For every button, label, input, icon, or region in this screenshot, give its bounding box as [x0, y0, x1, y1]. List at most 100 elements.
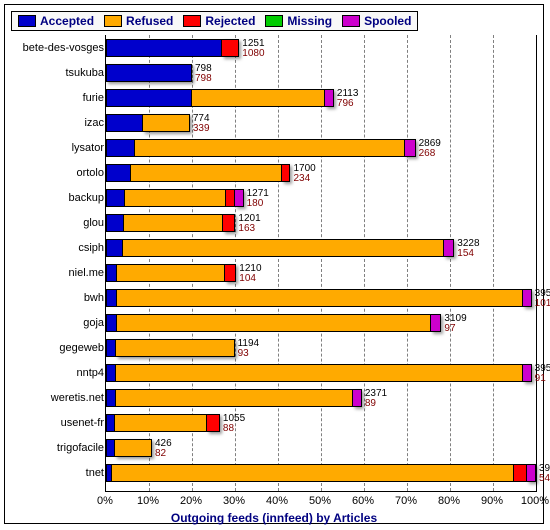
bar-group: 1210104	[106, 264, 236, 282]
bar-segment-accepted	[106, 439, 115, 457]
bar-group: 396254	[106, 464, 536, 482]
value-labels: 396254	[539, 464, 550, 484]
bar-row: furie2113796	[106, 86, 536, 111]
bar-segment-rejected	[222, 39, 239, 57]
bar-row: izac774339	[106, 111, 536, 136]
bar-row: tsukuba798798	[106, 61, 536, 86]
bar-segment-refused	[117, 289, 523, 307]
bar-segment-spooled	[405, 139, 416, 157]
value-accepted: 234	[293, 174, 315, 184]
bar-group: 1201163	[106, 214, 235, 232]
bar-row: bete-des-vosges12511080	[106, 36, 536, 61]
value-accepted: 339	[193, 124, 210, 134]
value-accepted: 798	[195, 74, 212, 84]
bar-segment-refused	[116, 389, 353, 407]
swatch-spooled	[342, 15, 360, 27]
bar-row: glou1201163	[106, 211, 536, 236]
swatch-rejected	[183, 15, 201, 27]
value-accepted: 268	[419, 149, 441, 159]
legend-item-spooled: Spooled	[342, 14, 411, 28]
bar-group: 798798	[106, 64, 192, 82]
bar-segment-rejected	[282, 164, 291, 182]
value-labels: 1700234	[293, 164, 315, 184]
value-labels: 2869268	[419, 139, 441, 159]
category-label: niel.me	[10, 267, 104, 279]
category-label: bwh	[10, 292, 104, 304]
x-tick-label: 10%	[137, 495, 159, 507]
bar-group: 12511080	[106, 39, 239, 57]
bar-segment-refused	[117, 264, 225, 282]
bar-segment-accepted	[106, 64, 192, 82]
legend-label: Accepted	[40, 14, 94, 28]
legend-label: Refused	[126, 14, 173, 28]
value-accepted: 54	[539, 474, 550, 484]
bar-segment-rejected	[223, 214, 236, 232]
bar-segment-rejected	[207, 414, 220, 432]
bar-row: usenet-fr105588	[106, 411, 536, 436]
value-accepted: 101	[535, 299, 550, 309]
x-axis-title: Outgoing feeds (innfeed) by Articles	[5, 511, 543, 525]
value-accepted: 89	[365, 399, 387, 409]
bar-row: tnet396254	[106, 461, 536, 486]
value-labels: 1271180	[247, 189, 269, 209]
bar-group: 119493	[106, 339, 235, 357]
value-accepted: 91	[535, 374, 550, 384]
bar-group: 3956101	[106, 289, 532, 307]
value-labels: 105588	[223, 414, 245, 434]
value-labels: 310997	[444, 314, 466, 334]
value-labels: 1201163	[238, 214, 260, 234]
bar-segment-spooled	[523, 289, 532, 307]
legend: Accepted Refused Rejected Missing Spoole…	[11, 11, 418, 31]
value-labels: 2113796	[337, 89, 359, 109]
bar-segment-accepted	[106, 389, 116, 407]
value-labels: 3956101	[535, 289, 550, 309]
bar-segment-spooled	[527, 464, 536, 482]
bar-segment-refused	[143, 114, 190, 132]
category-label: glou	[10, 217, 104, 229]
category-label: weretis.net	[10, 392, 104, 404]
x-tick-label: 90%	[481, 495, 503, 507]
bar-row: csiph3228154	[106, 236, 536, 261]
bar-group: 237189	[106, 389, 362, 407]
bar-segment-accepted	[106, 214, 124, 232]
bar-segment-spooled	[444, 239, 455, 257]
category-label: ortolo	[10, 167, 104, 179]
bar-group: 2113796	[106, 89, 334, 107]
bar-segment-accepted	[106, 114, 143, 132]
bar-group: 1271180	[106, 189, 244, 207]
value-accepted: 104	[239, 274, 261, 284]
legend-item-missing: Missing	[265, 14, 332, 28]
bar-segment-accepted	[106, 139, 135, 157]
bar-segment-accepted	[106, 39, 222, 57]
value-accepted: 88	[223, 424, 245, 434]
value-accepted: 97	[444, 324, 466, 334]
bar-segment-refused	[135, 139, 405, 157]
bar-segment-accepted	[106, 339, 116, 357]
category-label: csiph	[10, 242, 104, 254]
x-tick-label: 80%	[438, 495, 460, 507]
bar-group: 1700234	[106, 164, 290, 182]
category-label: backup	[10, 192, 104, 204]
bar-group: 2869268	[106, 139, 416, 157]
value-labels: 12511080	[242, 39, 264, 59]
bar-segment-spooled	[353, 389, 362, 407]
value-labels: 119493	[238, 339, 260, 359]
x-tick-label: 20%	[180, 495, 202, 507]
x-tick-label: 50%	[309, 495, 331, 507]
category-label: gegeweb	[10, 342, 104, 354]
category-label: furie	[10, 92, 104, 104]
bar-segment-accepted	[106, 189, 125, 207]
bar-segment-refused	[116, 339, 234, 357]
bar-segment-rejected	[514, 464, 527, 482]
bar-segment-refused	[123, 239, 444, 257]
bar-group: 42682	[106, 439, 152, 457]
value-accepted: 93	[238, 349, 260, 359]
bar-group: 774339	[106, 114, 190, 132]
category-label: goja	[10, 317, 104, 329]
bar-segment-refused	[131, 164, 282, 182]
value-labels: 798798	[195, 64, 212, 84]
legend-item-accepted: Accepted	[18, 14, 94, 28]
bar-row: gegeweb119493	[106, 336, 536, 361]
bar-segment-spooled	[325, 89, 334, 107]
x-tick-label: 100%	[521, 495, 549, 507]
